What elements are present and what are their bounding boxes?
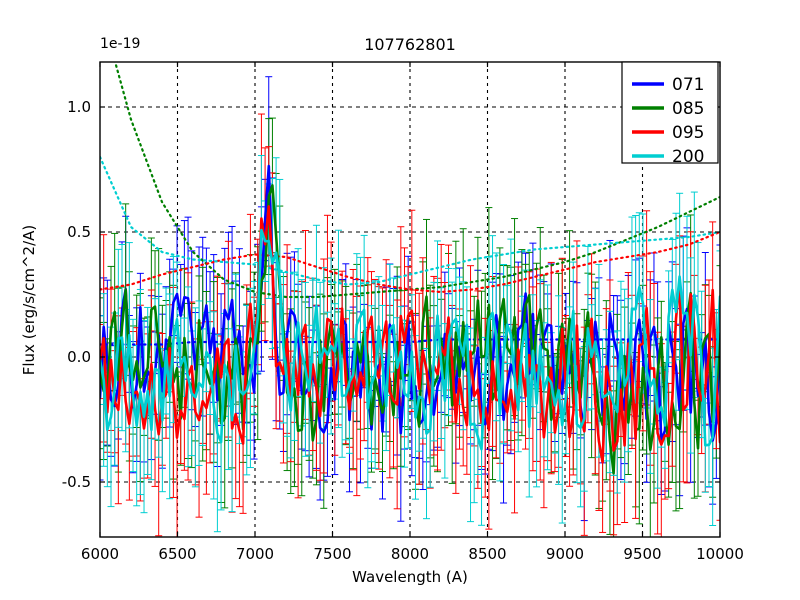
legend[interactable]: 071 085 095 200	[621, 61, 719, 167]
x-tick-label: 10000	[696, 545, 744, 563]
x-tick-label: 6000	[81, 545, 119, 563]
y-axis-label: Flux (erg/s/cm^2/A)	[20, 225, 38, 376]
legend-items: 071 085 095 200	[632, 75, 704, 167]
tick-labels: 6000 6500 7000 7500 8000 8500 9000 9500 10000 -0.…	[62, 98, 744, 563]
x-tick-label: 8000	[391, 545, 429, 563]
error-envelope-200	[100, 155, 720, 286]
y-axis-offset-label: 1e-19	[100, 36, 140, 52]
data-layer	[100, 62, 720, 537]
legend-label-095: 095	[672, 123, 704, 143]
legend-label-085: 085	[672, 99, 704, 119]
x-axis-label: Wavelength (A)	[352, 568, 468, 586]
x-tick-label: 8500	[468, 545, 506, 563]
spectrum-line-095	[100, 205, 720, 464]
y-tick-label: 0.5	[67, 223, 91, 241]
page-title: 107762801	[364, 35, 456, 54]
legend-label-200: 200	[672, 147, 704, 167]
y-tick-label: -0.5	[62, 473, 91, 491]
clipped-series	[100, 62, 720, 537]
legend-label-071: 071	[672, 75, 704, 95]
legend-box	[621, 61, 719, 164]
plot-area	[99, 61, 721, 538]
x-tick-label: 6500	[158, 545, 196, 563]
x-tick-label: 9000	[546, 545, 584, 563]
x-tick-label: 7500	[313, 545, 351, 563]
y-tick-label: 0.0	[67, 348, 91, 366]
error-envelope-095	[100, 230, 720, 294]
x-tick-label: 9500	[623, 545, 661, 563]
spectrum-line-200	[100, 228, 720, 451]
x-tick-label: 7000	[236, 545, 274, 563]
y-tick-label: 1.0	[67, 98, 91, 116]
